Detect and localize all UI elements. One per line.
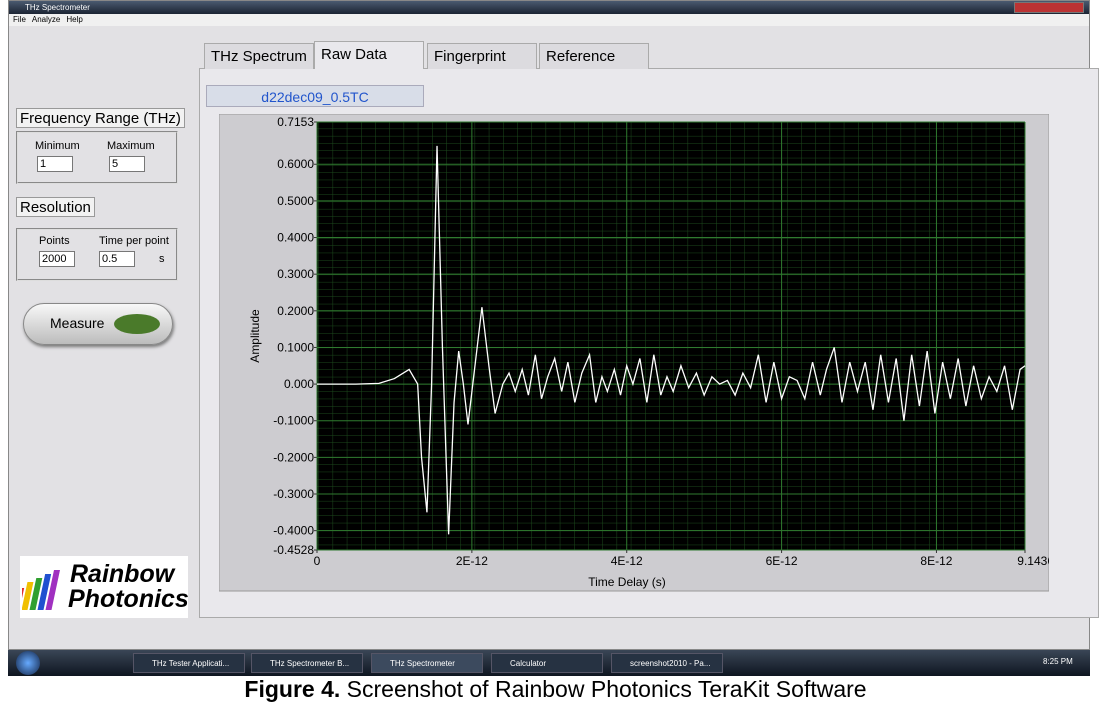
menu-bar: File Analyze Help <box>9 14 1089 26</box>
logo-text: Photonics <box>68 585 189 613</box>
button-label: Measure <box>50 315 105 331</box>
start-button[interactable] <box>16 651 40 675</box>
y-tick-label: 0.5000 <box>277 194 314 208</box>
x-tick-label: 0 <box>314 554 321 568</box>
task-button[interactable]: THz Spectrometer <box>371 653 483 673</box>
x-axis-label: Time Delay (s) <box>588 575 666 589</box>
task-button[interactable]: Calculator <box>491 653 603 673</box>
window-title: THz Spectrometer <box>25 3 90 12</box>
tab[interactable]: Raw Data <box>314 41 424 69</box>
y-tick-label: 0.3000 <box>277 267 314 281</box>
field-label: Points <box>39 235 70 247</box>
field-label: Minimum <box>35 140 80 152</box>
x-tick-label: 9.14366E <box>1017 554 1049 568</box>
logo: Rainbow Photonics <box>20 556 189 618</box>
x-tick-label: 8E-12 <box>920 554 952 568</box>
tab[interactable]: Reference <box>539 43 649 69</box>
caption: Figure 4. Screenshot of Rainbow Photonic… <box>0 676 1111 703</box>
x-tick-label: 2E-12 <box>456 554 488 568</box>
unit-label: s <box>159 253 165 265</box>
logo-text: Rainbow <box>70 560 175 588</box>
group-box <box>16 228 178 281</box>
y-tick-label: 0.1000 <box>277 340 314 354</box>
file-name: d22dec09_0.5TC <box>206 85 424 107</box>
caption-label: Figure 4. <box>244 676 341 702</box>
task-button[interactable]: THz Spectrometer B... <box>251 653 363 673</box>
tab[interactable]: THz Spectrum <box>204 43 314 69</box>
measure-button[interactable]: Measure <box>23 303 173 345</box>
y-tick-label: 0.2000 <box>277 304 314 318</box>
logo-icon <box>22 570 60 610</box>
number-input[interactable]: 5 <box>109 156 145 172</box>
y-tick-label: -0.4528 <box>273 543 314 557</box>
task-button[interactable]: THz Tester Applicati... <box>133 653 245 673</box>
menu-item[interactable]: File <box>13 15 26 24</box>
group-title: Resolution <box>16 197 95 217</box>
caption-text: Screenshot of Rainbow Photonics TeraKit … <box>340 676 867 702</box>
window-controls[interactable] <box>1014 2 1084 13</box>
y-tick-label: -0.3000 <box>273 487 314 501</box>
y-tick-label: 0.000 <box>284 377 314 391</box>
y-tick-label: -0.4000 <box>273 524 314 538</box>
window: THz Spectrometer File Analyze Help THz Spe… <box>8 0 1099 650</box>
menu-item[interactable]: Help <box>66 15 83 24</box>
minor-grid <box>317 122 1025 550</box>
clock: 8:25 PM <box>1043 657 1073 666</box>
group-title: Frequency Range (THz) <box>16 108 185 128</box>
field-label: Maximum <box>107 140 155 152</box>
tab[interactable]: Fingerprint <box>427 43 537 69</box>
indicator <box>114 314 160 334</box>
x-tick-label: 6E-12 <box>766 554 798 568</box>
number-input[interactable]: 2000 <box>39 251 75 267</box>
waveform <box>317 145 1026 535</box>
y-tick-label: 0.7153 <box>277 115 314 129</box>
y-tick-label: 0.6000 <box>277 157 314 171</box>
field-label: Time per point <box>99 235 169 247</box>
group-box <box>16 131 178 184</box>
y-tick-label: -0.2000 <box>273 450 314 464</box>
y-axis-label: Amplitude <box>248 309 262 363</box>
number-input[interactable]: 0.5 <box>99 251 135 267</box>
x-tick-label: 4E-12 <box>611 554 643 568</box>
y-tick-label: -0.1000 <box>273 414 314 428</box>
task-button[interactable]: screenshot2010 - Pa... <box>611 653 723 673</box>
title-bar: THz Spectrometer <box>9 1 1089 14</box>
taskbar: THz Tester Applicati... THz Spectrometer… <box>8 650 1090 676</box>
menu-item[interactable]: Analyze <box>31 15 61 24</box>
y-tick-label: 0.4000 <box>277 231 314 245</box>
graph: Time Delay (s) Amplitude 0.7153 0.6000 0.5… <box>219 114 1049 592</box>
number-input[interactable]: 1 <box>37 156 73 172</box>
